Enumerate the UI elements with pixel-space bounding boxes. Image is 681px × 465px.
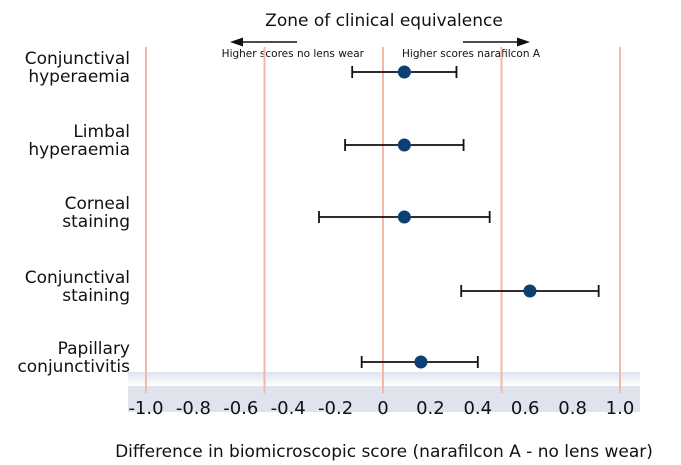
- x-tick-labels: -1.0 -0.8 -0.6 -0.4 -0.2 0 0.2 0.4 0.6 0.8 1.0: [128, 398, 634, 419]
- category-label-line: Limbal: [73, 122, 130, 142]
- right-arrow-label: Higher scores narafilcon A: [402, 48, 541, 60]
- data-point: [414, 355, 428, 369]
- chart-title: Zone of clinical equivalence: [265, 11, 503, 31]
- x-tick-label: -0.4: [271, 398, 306, 419]
- x-tick-label: 0.6: [511, 398, 540, 419]
- left-arrow-label: Higher scores no lens wear: [222, 48, 365, 60]
- x-tick-label: -0.2: [318, 398, 353, 419]
- category-label: Papillary conjunctivitis: [17, 339, 130, 377]
- category-label-line: hyperaemia: [28, 140, 130, 160]
- category-label: Limbal hyperaemia: [28, 122, 130, 160]
- category-label-line: Papillary: [58, 339, 130, 359]
- category-label-line: hyperaemia: [28, 67, 130, 87]
- category-label-line: Conjunctival: [25, 268, 130, 288]
- reference-lines: [145, 47, 621, 393]
- x-tick-label: 0.2: [416, 398, 445, 419]
- data-point: [397, 138, 411, 152]
- category-label: Conjunctival staining: [25, 268, 130, 306]
- x-tick-label: -0.6: [223, 398, 258, 419]
- right-arrow-head: [517, 37, 530, 47]
- data-point: [397, 210, 411, 224]
- x-tick-label: -1.0: [128, 398, 163, 419]
- category-label-line: staining: [62, 212, 130, 232]
- x-tick-label: 1.0: [606, 398, 635, 419]
- left-arrow-head: [230, 37, 243, 47]
- category-label: Conjunctival hyperaemia: [25, 49, 130, 87]
- x-tick-label: -0.8: [176, 398, 211, 419]
- points: [397, 65, 537, 369]
- category-label: Corneal staining: [62, 194, 130, 232]
- category-label-line: Conjunctival: [25, 49, 130, 69]
- x-tick-label: 0.4: [463, 398, 492, 419]
- data-point: [397, 65, 411, 79]
- x-axis-title: Difference in biomicroscopic score (nara…: [115, 442, 653, 462]
- x-tick-label: 0.8: [558, 398, 587, 419]
- category-label-line: conjunctivitis: [17, 357, 130, 377]
- x-tick-label: 0: [377, 398, 388, 419]
- error-bars: [318, 66, 600, 368]
- direction-arrows: Higher scores no lens wear Higher scores…: [222, 37, 541, 60]
- category-label-line: Corneal: [65, 194, 130, 214]
- category-label-line: staining: [62, 286, 130, 306]
- data-point: [523, 284, 537, 298]
